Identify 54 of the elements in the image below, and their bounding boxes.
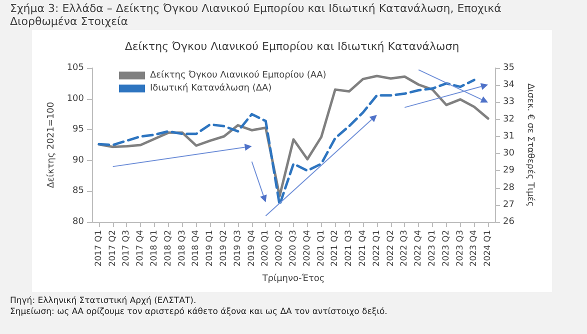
- x-tick-label: 2017 Q1: [94, 230, 104, 266]
- x-tick-label: 2022 Q3: [400, 230, 410, 266]
- y2-tick-label: 32: [503, 114, 514, 124]
- x-tick-label: 2023 Q1: [427, 230, 438, 266]
- y2-tick-label: 29: [503, 166, 515, 176]
- x-tick-label: 2020 Q2: [274, 230, 285, 266]
- y2-axis-title: Δισεκ. € σε Σταθερές Τιμές: [524, 83, 536, 207]
- y2-tick-label: 27: [503, 200, 514, 210]
- legend-label: Ιδιωτική Κατανάλωση (ΔΑ): [150, 82, 272, 94]
- text: Σημείωση: ως ΑΑ ορίζουμε τον αριστερό κάθετο άξονα και ως ΔΑ τον αντίστοιχο δεξιό.: [10, 307, 388, 318]
- y-tick-label: 85: [72, 186, 84, 196]
- chart-title: Σχήμα 3: Ελλάδα – Δείκτης Όγκου Λιανικού Εμπορίου και Ιδιωτική Κατανάλωση, Εποχικά Διορθωμένα Στοιχεία: [10, 2, 502, 28]
- chart-subtitle: Δείκτης Όγκου Λιανικού Εμπορίου και Ιδιωτική Κατανάλωση: [124, 40, 460, 53]
- x-tick-label: 2017 Q4: [136, 230, 146, 266]
- y2-tick-label: 34: [503, 80, 515, 90]
- x-tick-label: 2021 Q3: [344, 230, 354, 266]
- x-tick-label: 2019 Q1: [205, 230, 216, 266]
- x-tick-label: 2019 Q3: [232, 230, 243, 266]
- x-tick-label: 2020 Q1: [260, 230, 271, 266]
- y2-tick-label: 26: [503, 217, 515, 227]
- y-tick-label: 105: [66, 63, 84, 73]
- x-tick-label: 2017 Q2: [108, 230, 118, 266]
- x-tick-label: 2021 Q4: [358, 230, 368, 266]
- x-tick-label: 2022 Q1: [372, 230, 382, 266]
- y2-tick-label: 31: [503, 131, 514, 142]
- x-tick-label: 2023 Q4: [469, 230, 480, 266]
- x-tick-label: 2020 Q4: [302, 230, 312, 266]
- y-tick-label: 80: [72, 217, 84, 227]
- x-tick-label: 2021 Q2: [330, 230, 340, 266]
- y2-tick-label: 35: [503, 63, 514, 73]
- y-tick-label: 100: [66, 94, 84, 104]
- x-tick-label: 2017 Q3: [122, 230, 132, 266]
- x-tick-label: 2020 Q3: [288, 230, 298, 266]
- x-tick-label: 2022 Q4: [414, 230, 424, 266]
- x-tick-label: 2023 Q3: [455, 230, 466, 266]
- y-axis-title: Δείκτης 2021=100: [45, 102, 56, 188]
- x-axis-title: Τρίμηνο-Έτος: [261, 272, 325, 284]
- x-tick-label: 2022 Q2: [386, 230, 396, 266]
- x-tick-label: 2021 Q1: [316, 230, 326, 266]
- x-tick-label: 2018 Q3: [177, 230, 188, 266]
- x-tick-label: 2024 Q1: [483, 230, 494, 266]
- x-tick-label: 2018 Q1: [150, 230, 160, 266]
- y2-tick-label: 28: [503, 182, 515, 193]
- legend-label: Δείκτης Όγκου Λιανικού Εμπορίου (ΑΑ): [150, 70, 326, 80]
- y2-tick-label: 30: [503, 148, 515, 159]
- x-tick-label: 2019 Q4: [246, 230, 257, 266]
- y2-tick-label: 33: [503, 97, 514, 108]
- y-tick-label: 90: [72, 155, 84, 166]
- x-tick-label: 2023 Q2: [441, 230, 452, 266]
- x-tick-label: 2018 Q2: [163, 230, 174, 266]
- y-tick-label: 95: [72, 124, 84, 135]
- x-tick-label: 2019 Q2: [219, 230, 230, 266]
- text: Πηγή: Ελληνική Στατιστική Αρχή (ΕΛΣΤΑΤ).: [10, 296, 198, 307]
- x-tick-label: 2018 Q4: [191, 230, 202, 266]
